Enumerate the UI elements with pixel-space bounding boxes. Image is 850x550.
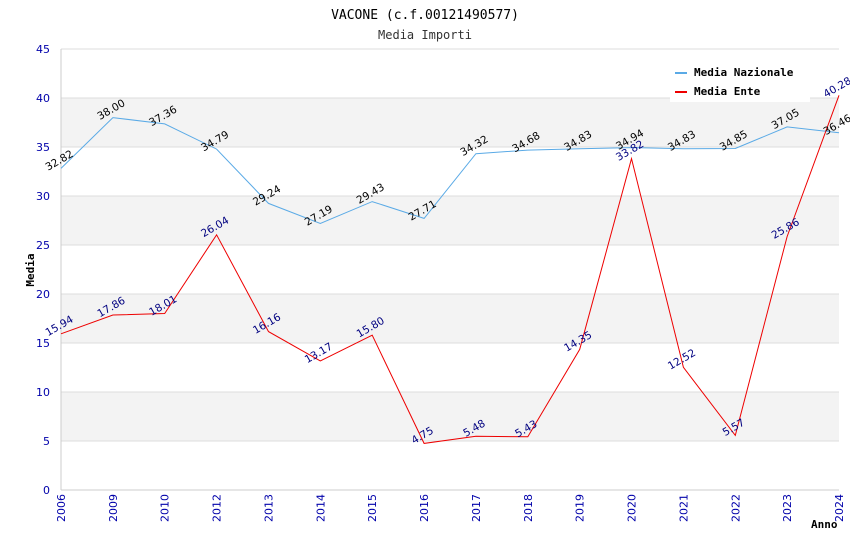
y-tick-label: 30 [36, 190, 50, 203]
x-tick-label: 2022 [729, 494, 742, 522]
x-axis-ticks: 2006 2009 2010 2012 2013 2014 2015 2016 2017 2018… [55, 494, 846, 522]
data-label: 12.52 [666, 347, 698, 372]
y-tick-label: 10 [36, 386, 50, 399]
grid-band [61, 294, 839, 343]
x-axis-label: Anno [811, 518, 838, 531]
y-tick-label: 5 [43, 435, 50, 448]
axes [60, 49, 839, 491]
x-tick-label: 2006 [55, 494, 68, 522]
x-tick-label: 2013 [262, 494, 275, 522]
x-tick-label: 2021 [677, 494, 690, 522]
series-line-0 [60, 117, 840, 225]
y-tick-label: 40 [36, 92, 50, 105]
grid-bands [61, 98, 839, 441]
x-tick-label: 2018 [522, 494, 535, 522]
y-tick-label: 35 [36, 141, 50, 154]
y-tick-label: 25 [36, 239, 50, 252]
x-tick-label: 2012 [211, 494, 224, 522]
x-tick-label: 2017 [470, 494, 483, 522]
data-label: 40.28 [821, 75, 850, 100]
data-label: 13.17 [303, 341, 335, 366]
chart-subtitle: Media Importi [378, 28, 472, 42]
y-axis-ticks: 0 5 10 15 20 25 30 35 40 45 [36, 43, 50, 497]
x-tick-label: 2010 [159, 494, 172, 522]
y-tick-label: 15 [36, 337, 50, 350]
x-tick-label: 2020 [626, 494, 639, 522]
y-axis-label: Media [24, 253, 37, 286]
series-lines [60, 95, 840, 444]
grid-band [61, 196, 839, 245]
x-tick-label: 2023 [781, 494, 794, 522]
x-tick-label: 2019 [574, 494, 587, 522]
x-tick-label: 2014 [314, 494, 327, 522]
series-line-1 [60, 95, 840, 444]
y-tick-label: 45 [36, 43, 50, 56]
x-tick-label: 2015 [366, 494, 379, 522]
y-tick-label: 20 [36, 288, 50, 301]
legend-box [670, 60, 810, 102]
legend: Media Nazionale Media Ente [670, 60, 810, 102]
x-tick-label: 2016 [418, 494, 431, 522]
grid-band [61, 98, 839, 147]
chart-title: VACONE (c.f.00121490577) [331, 8, 519, 23]
grid-band [61, 392, 839, 441]
x-tick-label: 2009 [107, 494, 120, 522]
x-tick-label: 2024 [833, 494, 846, 522]
legend-label: Media Nazionale [694, 66, 794, 79]
legend-label: Media Ente [694, 85, 761, 98]
y-tick-label: 0 [43, 484, 50, 497]
